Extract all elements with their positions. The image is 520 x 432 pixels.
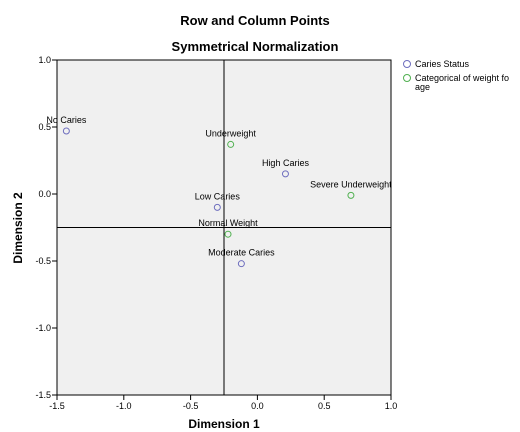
chart-subtitle: Symmetrical Normalization: [172, 39, 339, 54]
y-tick-label: -0.5: [35, 256, 51, 266]
x-tick-label: -1.5: [49, 401, 65, 411]
legend-marker: [403, 74, 411, 82]
point-label: Severe Underweight: [310, 179, 392, 189]
data-point: [227, 140, 235, 148]
axis-ticks: -1.5 -1.0 -0.5 0.0 0.5 1.0 -1.5 -1.0 -0.5 0.0 0.5 1…: [35, 55, 397, 411]
x-tick-label: -0.5: [183, 401, 199, 411]
y-tick-label: 0.0: [38, 189, 51, 199]
data-points: No Caries High Caries Low Caries Moderate C…: [46, 115, 392, 268]
legend-marker: [403, 60, 411, 68]
data-point: [224, 230, 232, 238]
reference-lines: [57, 60, 391, 395]
legend-label: Categorical of weight fo age: [415, 73, 509, 92]
legend: Caries Status Categorical of weight fo age: [403, 59, 509, 92]
y-tick-label: -1.0: [35, 323, 51, 333]
data-point: [62, 127, 70, 135]
data-point: [281, 170, 289, 178]
data-point: [237, 260, 245, 268]
y-axis-title: Dimension 2: [11, 192, 25, 264]
legend-label: Caries Status: [415, 59, 470, 69]
chart-title: Row and Column Points: [180, 13, 330, 28]
point-label: Normal Weight: [198, 218, 258, 228]
point-label: High Caries: [262, 158, 310, 168]
x-tick-label: 1.0: [385, 401, 398, 411]
point-label: No Caries: [46, 115, 87, 125]
data-point: [347, 191, 355, 199]
x-axis-title: Dimension 1: [188, 417, 260, 431]
x-tick-label: -1.0: [116, 401, 132, 411]
x-tick-label: 0.0: [251, 401, 264, 411]
y-tick-label: 0.5: [38, 122, 51, 132]
y-tick-label: 1.0: [38, 55, 51, 65]
x-tick-label: 0.5: [318, 401, 331, 411]
point-label: Low Caries: [195, 191, 241, 201]
data-point: [213, 203, 221, 211]
point-label: Moderate Caries: [208, 248, 275, 258]
point-label: Underweight: [205, 128, 256, 138]
y-tick-label: -1.5: [35, 390, 51, 400]
